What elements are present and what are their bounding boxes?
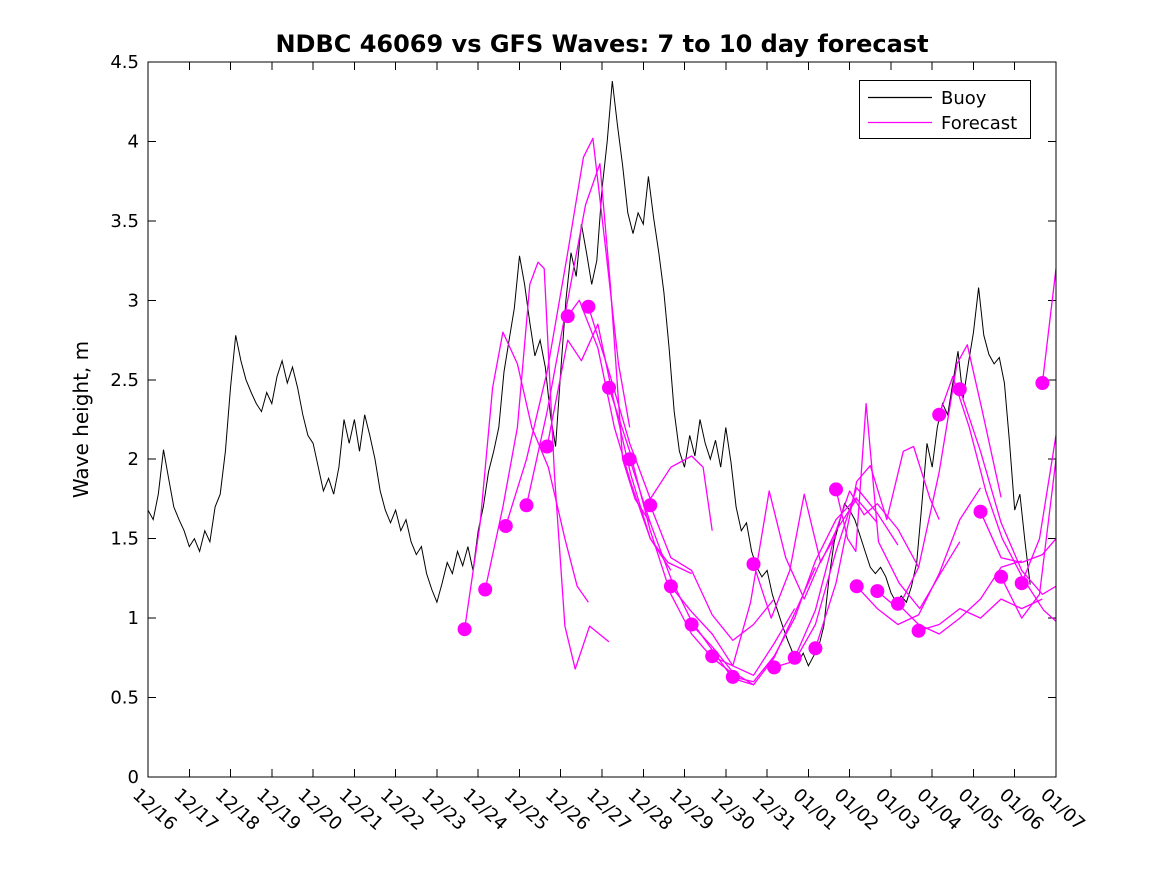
chart-title: NDBC 46069 vs GFS Waves: 7 to 10 day for…	[275, 30, 928, 58]
forecast-dot-marker	[457, 622, 472, 637]
forecast-dot-marker	[808, 641, 823, 656]
x-tick-label: 01/04	[912, 785, 965, 835]
y-tick-label: 2	[128, 449, 139, 470]
buoy-series-line	[148, 81, 1031, 667]
x-tick-label: 12/19	[252, 785, 305, 835]
y-tick-labels: 0 0.5 1 1.5 2 2.5 3 3.5 4 4.5	[110, 52, 139, 788]
x-tick-label: 12/23	[417, 785, 470, 835]
x-tick-label: 12/29	[665, 785, 718, 835]
forecast-dot-marker	[767, 660, 782, 675]
y-axis-label: Wave height, m	[69, 341, 93, 498]
y-tick-label: 3.5	[110, 211, 139, 232]
y-tick-label: 1.5	[110, 529, 139, 550]
forecast-run-line	[711, 490, 837, 667]
forecast-dot-marker	[540, 439, 555, 454]
x-tick-label: 12/17	[170, 785, 223, 835]
forecast-run-line	[918, 598, 1043, 632]
forecast-dot-marker	[870, 584, 885, 599]
forecast-dot-marker	[602, 380, 616, 395]
forecast-dot-marker	[663, 579, 678, 594]
forecast-dot-marker	[994, 569, 1009, 584]
x-tick-label: 12/26	[541, 785, 594, 835]
axes-box	[147, 61, 1057, 778]
forecast-dot-marker	[849, 579, 864, 594]
forecast-run-line	[794, 490, 920, 659]
forecast-dot-marker	[581, 299, 596, 314]
x-tick-label: 12/25	[500, 785, 553, 835]
x-tick-label: 12/20	[293, 785, 346, 835]
plot-area	[148, 62, 1056, 777]
forecast-dot-marker	[952, 382, 967, 397]
forecast-run-line	[959, 389, 1056, 595]
forecast-dot-marker	[829, 482, 843, 497]
x-tick-label: 01/07	[1036, 785, 1089, 835]
x-tick-label: 12/21	[335, 785, 388, 835]
forecast-dot-marker	[560, 309, 575, 324]
forecast-dot-marker	[725, 669, 740, 684]
x-tick-label: 12/28	[624, 785, 677, 835]
legend-forecast-label: Forecast	[941, 113, 1017, 134]
forecast-dot-marker	[643, 498, 658, 513]
forecast-dot-marker	[519, 498, 534, 513]
y-tick-label: 3	[128, 290, 139, 311]
x-tick-label: 12/24	[458, 785, 511, 835]
forecast-run-line	[691, 567, 816, 686]
x-tick-label: 12/18	[211, 785, 264, 835]
forecast-run-line	[525, 163, 651, 524]
x-tick-label: 01/06	[995, 785, 1048, 835]
forecast-run-line	[484, 261, 610, 670]
y-tick-label: 4.5	[110, 52, 139, 73]
forecast-run-line	[979, 511, 1056, 564]
forecast-dot-marker	[746, 557, 761, 572]
forecast-dot-marker	[498, 519, 513, 533]
forecast-run-line	[732, 496, 858, 683]
forecast-run-line	[1021, 435, 1056, 584]
x-tick-label: 12/30	[706, 785, 759, 835]
forecast-run-line	[1000, 459, 1056, 619]
y-tick-label: 0.5	[110, 688, 139, 709]
x-tick-label: 12/27	[582, 785, 635, 835]
forecast-dot-marker	[890, 596, 905, 611]
forecast-run-line	[752, 493, 878, 619]
forecast-run-line	[649, 505, 775, 642]
x-tick-label: 12/22	[376, 785, 429, 835]
forecast-dot-marker	[1035, 376, 1050, 390]
forecast-dot-marker	[932, 407, 947, 422]
x-tick-label: 12/16	[128, 785, 181, 835]
x-tick-label: 01/05	[954, 785, 1007, 835]
forecast-run-line	[463, 331, 589, 630]
forecast-run-line	[505, 137, 631, 527]
forecast-run-line	[856, 487, 982, 626]
forecast-dot-marker	[478, 582, 493, 597]
forecast-dot-marker	[787, 650, 802, 665]
legend: Buoy Forecast	[859, 80, 1031, 139]
forecast-dot-marker	[1014, 576, 1029, 591]
x-tick-label: 01/03	[871, 785, 924, 835]
y-tick-label: 1	[128, 608, 139, 629]
y-tick-label: 4	[128, 131, 139, 152]
legend-box	[859, 80, 1031, 139]
x-tick-label: 12/31	[747, 785, 800, 835]
forecast-run-line	[1041, 268, 1056, 384]
x-tick-label: 01/01	[789, 785, 842, 835]
forecast-run-line	[814, 445, 940, 649]
forecast-dot-marker	[684, 617, 699, 632]
forecast-dot-marker	[622, 452, 637, 467]
x-tick-label: 01/02	[830, 785, 883, 835]
series-group	[148, 81, 1056, 686]
forecast-dot-marker	[911, 623, 926, 638]
forecast-dot-marker	[973, 504, 988, 519]
y-tick-label: 0	[128, 767, 139, 788]
y-tick-label: 2.5	[110, 370, 139, 391]
legend-buoy-label: Buoy	[941, 88, 987, 109]
x-tick-labels: 12/1612/1712/1812/1912/2012/2112/2212/23…	[128, 785, 1089, 835]
forecast-dot-marker	[705, 649, 720, 664]
